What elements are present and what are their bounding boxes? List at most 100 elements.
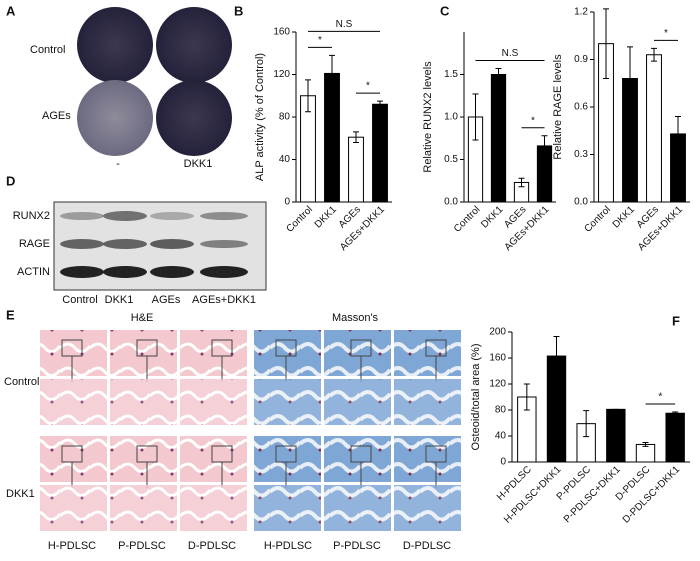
panel-label: B [234,3,243,18]
row-label: AGEs [42,110,71,122]
col-label: DKK1 [184,158,213,170]
x-tick-label: D-PDLSC+DKK1 [621,464,683,526]
tile [324,436,391,482]
tile [110,330,177,376]
significance-label: N.S [336,19,353,30]
col-label: - [116,158,120,170]
y-tick-label: 0.3 [574,149,588,160]
y-tick-label: 1.2 [574,7,588,18]
error-bar [353,131,359,143]
panel-label: C [440,3,450,18]
row-label: Control [30,44,65,56]
error-bar [523,383,530,411]
y-tick-label: 0 [500,457,506,468]
x-tick-label: Control [284,204,315,235]
y-tick-label: 80 [279,112,291,123]
row-label: ACTIN [17,266,50,278]
y-axis-label: Osteoid/total area (%) [470,344,482,451]
bar [490,74,507,203]
error-bar [642,442,649,447]
error-bar [672,411,679,416]
error-bar [603,8,609,79]
y-tick-label: 0.5 [444,154,458,165]
y-tick-label: 0.6 [574,102,588,113]
error-bar [472,93,479,141]
y-tick-label: 0.9 [574,54,588,65]
panel-label: A [6,3,16,18]
x-tick-label: DKK1 [313,204,340,231]
dish [77,7,153,83]
tile [394,436,461,482]
col-label: AGEs [152,294,181,306]
error-bar [329,54,335,92]
y-tick-label: 0 [284,197,290,208]
dish [156,7,232,83]
col-label: Control [62,294,97,306]
tile [394,330,461,376]
bands [60,211,248,278]
tile [394,485,461,531]
panel-label: D [6,173,15,188]
tile [40,436,107,482]
row-label: RUNX2 [13,210,50,222]
bar [324,72,340,203]
y-tick-label: 40 [279,154,291,165]
row-label: RAGE [19,238,50,250]
row-label: DKK1 [6,488,35,500]
significance-label: * [318,35,322,46]
error-bar [627,46,633,111]
col-label: D-PDLSC [403,540,451,552]
col-label: P-PDLSC [333,540,381,552]
panel-label: F [672,313,680,328]
stain-label: Masson's [332,312,379,324]
significance-label: * [531,115,535,126]
tile [254,330,321,376]
col-label: H-PDLSC [264,540,312,552]
y-axis-label: ALP activity (% of Control) [254,53,266,181]
error-bar [495,68,502,81]
panel-label: E [6,307,15,322]
col-label: P-PDLSC [118,540,166,552]
tile [40,379,107,425]
tile [180,379,247,425]
bar [635,443,656,463]
x-tick-label: DKK1 [611,204,638,231]
error-bar [651,47,657,62]
significance-label: N.S [502,48,519,59]
tile [180,436,247,482]
y-axis-label: Relative RAGE levels [552,54,564,160]
x-tick-label: Control [582,204,613,235]
col-label: DKK1 [105,294,134,306]
col-label: D-PDLSC [188,540,236,552]
bar [606,408,626,463]
error-bar [518,177,525,188]
x-tick-label: DKK1 [479,204,506,231]
tile [180,485,247,531]
tile [254,436,321,482]
error-bar [553,336,560,377]
row-label: Control [4,376,39,388]
tile [254,485,321,531]
error-bar [675,116,681,152]
tile [254,379,321,425]
tile [324,485,391,531]
error-bar [377,100,383,108]
y-tick-label: 80 [495,405,507,416]
y-axis-label: Relative RUNX2 levels [422,61,434,173]
bar [372,103,388,203]
stain-label: H&E [131,312,154,324]
y-tick-label: 0.0 [574,197,588,208]
y-tick-label: 120 [489,379,506,390]
y-tick-label: 0.0 [444,197,458,208]
tile [110,436,177,482]
histology [40,330,461,531]
dish [77,80,153,156]
col-label: AGEs+DKK1 [192,294,256,306]
y-tick-label: 1.5 [444,69,458,80]
error-bar [583,410,590,438]
bar [348,136,364,203]
tile [40,485,107,531]
significance-label: * [658,392,662,403]
